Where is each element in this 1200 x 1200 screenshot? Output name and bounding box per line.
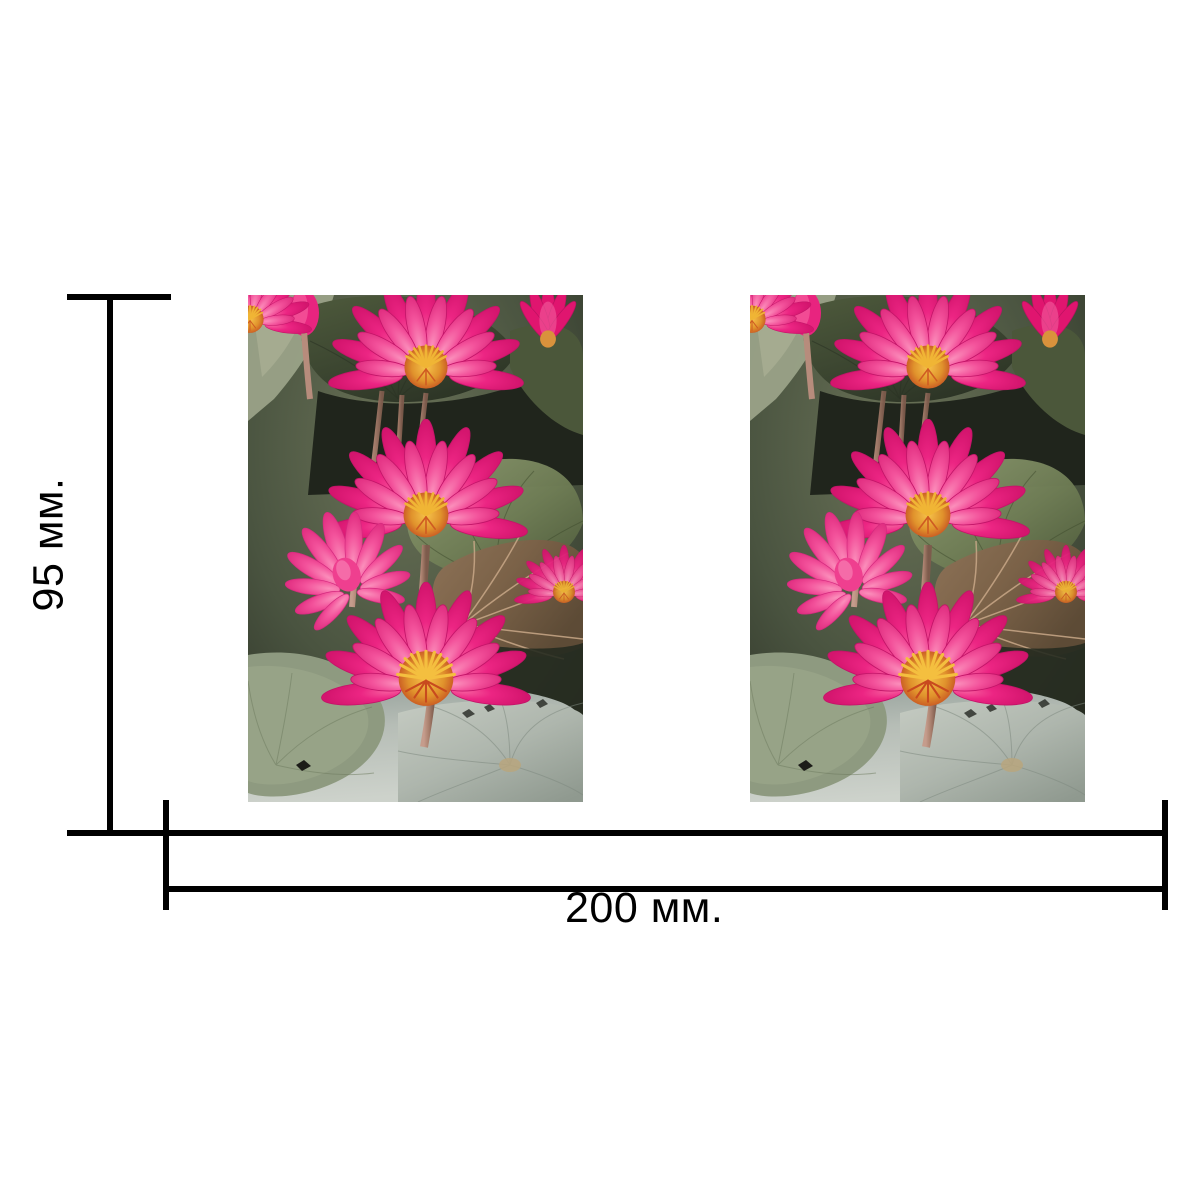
water-lily-photo-left: [248, 295, 583, 802]
width-dimension-upper-line: [165, 830, 1168, 836]
height-dimension-label: 95 мм.: [24, 477, 73, 612]
height-dimension-line: [107, 297, 113, 834]
height-dimension-bottom-cap: [67, 830, 171, 836]
width-dimension-tick-left: [163, 800, 169, 910]
width-dimension-label: 200 мм.: [565, 884, 724, 932]
height-extension-tick-top: [166, 294, 170, 300]
width-dimension-line: [165, 886, 1168, 892]
water-lily-photo-right: [750, 295, 1085, 802]
height-dimension-top-cap: [67, 294, 171, 300]
width-dimension-tick-right: [1162, 800, 1168, 910]
